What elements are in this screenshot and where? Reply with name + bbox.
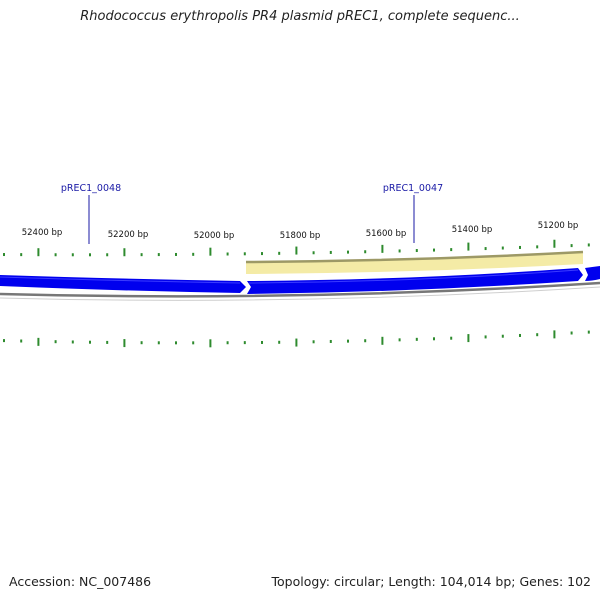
gene-arrow-middle[interactable] <box>247 268 583 294</box>
tick-label-52400: 52400 bp <box>22 228 63 238</box>
tick-label-51200: 51200 bp <box>538 221 579 231</box>
backbone-inner <box>0 286 600 301</box>
tick-label-52000: 52000 bp <box>194 231 235 241</box>
map-title: Rhodococcus erythropolis PR4 plasmid pRE… <box>80 9 520 24</box>
tick-label-51600: 51600 bp <box>366 229 407 239</box>
accession-label: Accession: NC_007486 <box>9 574 152 589</box>
highlight-region-edge <box>245 250 584 264</box>
tick-label-51400: 51400 bp <box>452 225 493 235</box>
upper-tick-marks <box>3 239 590 257</box>
topology-summary: Topology: circular; Length: 104,014 bp; … <box>271 574 592 589</box>
tick-label-51800: 51800 bp <box>280 231 321 241</box>
gene-arrow-right[interactable] <box>585 266 600 281</box>
tick-label-52200: 52200 bp <box>108 230 149 240</box>
backbone-outer <box>0 281 600 298</box>
gene-arrow-left[interactable] <box>0 275 246 293</box>
gene-arrow-shine <box>0 269 579 284</box>
gene-label-pREC1_0047[interactable]: pREC1_0047 <box>383 183 443 194</box>
highlight-region <box>246 252 583 274</box>
gene-label-pREC1_0048[interactable]: pREC1_0048 <box>61 183 121 194</box>
lower-tick-marks <box>3 330 590 348</box>
